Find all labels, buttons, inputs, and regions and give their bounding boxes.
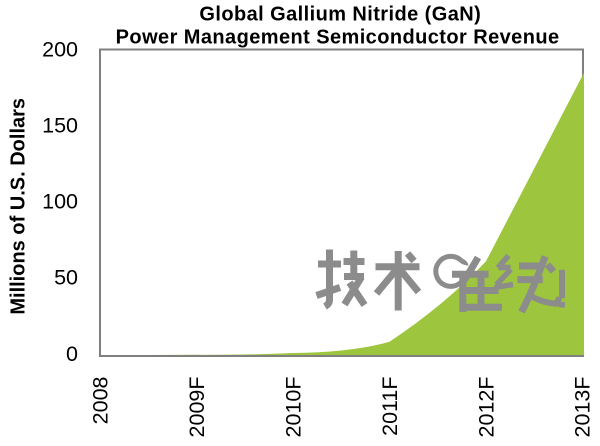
svg-text:50: 50	[54, 266, 78, 290]
svg-text:2013F: 2013F	[570, 377, 594, 438]
svg-text:Power Management Semiconductor: Power Management Semiconductor Revenue	[116, 26, 560, 48]
svg-text:2009F: 2009F	[185, 377, 209, 438]
svg-text:2011F: 2011F	[378, 377, 402, 436]
svg-text:Millions of U.S. Dollars: Millions of U.S. Dollars	[8, 98, 30, 315]
svg-text:200: 200	[42, 37, 78, 61]
svg-text:100: 100	[42, 190, 78, 214]
svg-text:0: 0	[66, 342, 78, 366]
svg-text:Global Gallium Nitride (GaN): Global Gallium Nitride (GaN)	[199, 3, 481, 25]
svg-text:2008: 2008	[88, 376, 112, 424]
svg-text:2010F: 2010F	[281, 377, 305, 438]
svg-text:2012F: 2012F	[474, 377, 498, 438]
svg-text:150: 150	[42, 113, 78, 137]
